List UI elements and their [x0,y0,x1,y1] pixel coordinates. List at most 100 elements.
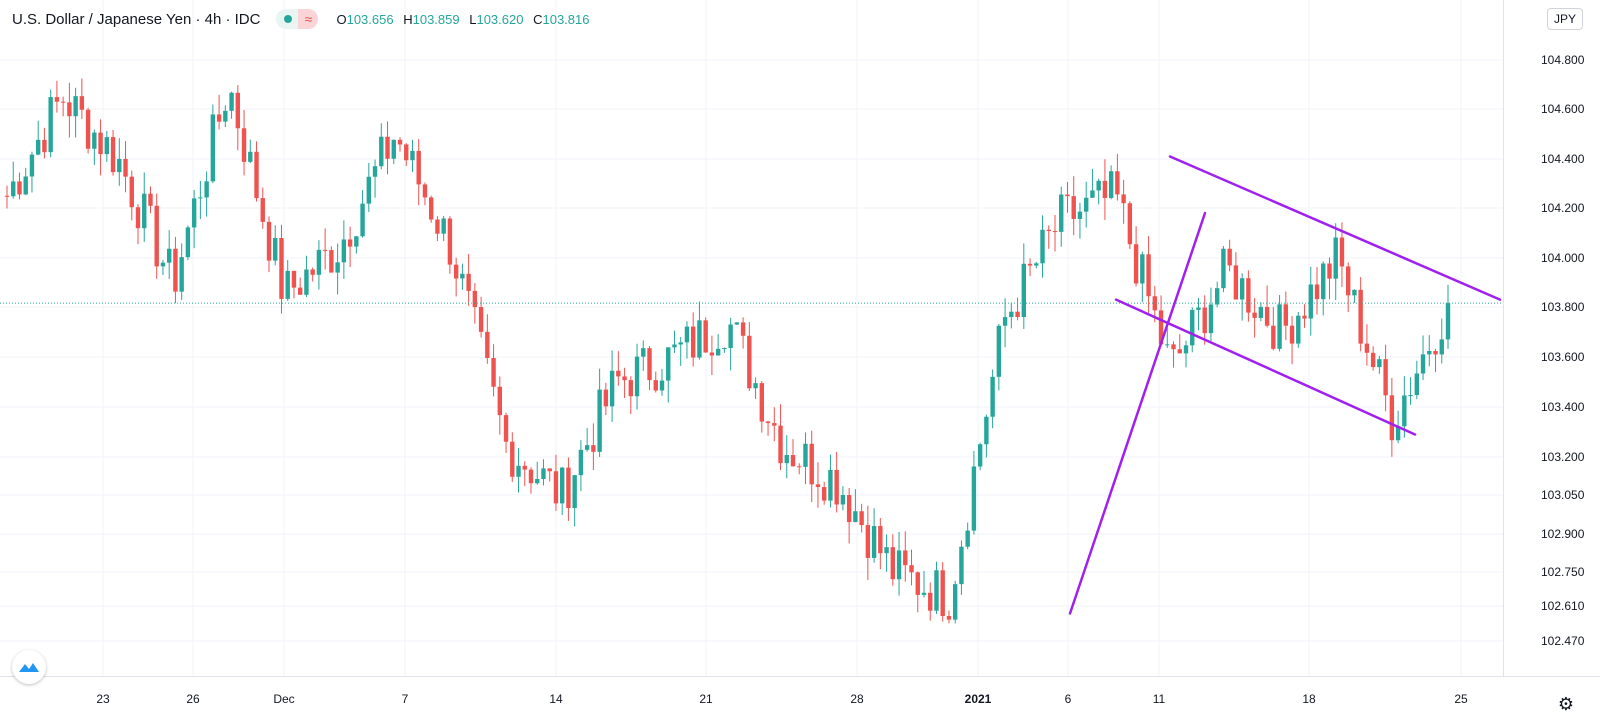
high-value: 103.859 [412,11,460,27]
candle-body [142,193,147,229]
wave-icon[interactable]: ≈ [298,9,319,29]
candle-body [223,110,228,122]
candle-body [971,466,977,531]
price-tick-label: 103.400 [1541,400,1585,414]
candle-body [566,467,571,509]
candle-body [1108,171,1114,198]
gear-icon[interactable]: ⚙ [1557,694,1575,714]
candle-body [435,219,440,234]
legend-toggle[interactable]: ≈ [276,9,319,29]
candle-body [952,584,958,620]
candle-body [1327,263,1332,279]
low-value: 103.620 [476,11,524,27]
candle-body [503,415,509,442]
flag-pole[interactable] [1068,211,1207,615]
price-tick-label: 102.900 [1541,527,1585,541]
candle-body [1158,310,1164,345]
candle-body [266,221,272,261]
candle-body [329,250,334,273]
candle-body [622,376,627,381]
candle-body [603,389,609,407]
candle-body [1196,307,1201,310]
candle-body [497,386,503,416]
candle-body [1127,203,1133,245]
candle-body [1277,304,1282,349]
candle-body [740,322,746,336]
candle-body [1339,237,1345,267]
time-tick-label: 28 [850,692,864,706]
candle-body [54,97,60,102]
candle-body [354,236,359,247]
candle-body [1264,306,1270,326]
candle-body [310,269,315,275]
candle-body [297,287,303,295]
candle-body [1383,359,1388,396]
candle-body [784,455,789,464]
candle-body [1208,304,1214,334]
candle-body [846,495,852,523]
candle-body [715,348,721,356]
open-label: O [336,11,347,27]
candle-body [1221,248,1226,289]
candle-body [1190,309,1195,346]
candle-body [697,320,702,358]
candle-body [1445,303,1451,340]
candle-body [1296,315,1301,344]
candle-body [510,441,515,477]
flag-upper-trendline[interactable] [1168,155,1502,301]
candle-body [117,158,122,173]
candle-body [1321,263,1326,300]
candle-body [491,358,496,387]
open-value: 103.656 [346,11,394,27]
candle-body [1077,211,1083,219]
candle-body [460,273,465,279]
candle-body [553,471,559,504]
candle-body [597,389,602,452]
candle-body [1121,194,1126,204]
candle-body [1177,349,1182,354]
candle-body [572,475,577,509]
candle-body [235,92,241,129]
currency-badge[interactable]: JPY [1547,8,1583,30]
symbol-legend[interactable]: U.S. Dollar / Japanese Yen · 4h · IDC ≈ … [12,8,595,30]
candle-body [884,547,889,554]
price-axis[interactable]: 104.800 104.600 104.400 104.200 104.000 103.8… [1503,0,1600,717]
candle-body [809,443,814,485]
flag-lower-trendline[interactable] [1114,298,1417,436]
candle-body [73,96,78,117]
logo-wave-icon [19,663,39,672]
candle-body [391,139,396,159]
candle-body [379,136,384,167]
candle-body [1408,395,1413,397]
candle-body [871,526,877,558]
candle-body [1152,296,1158,311]
candle-body [98,132,103,155]
time-tick-label: 14 [549,692,563,706]
candle-body [940,570,945,617]
candle-body [291,270,297,288]
candle-body [404,144,409,161]
candle-body [1333,237,1338,279]
time-tick-label: 18 [1302,692,1316,706]
candle-body [1027,263,1033,266]
candle-body [11,181,16,197]
close-value: 103.816 [542,11,590,27]
candle-body [229,92,234,111]
candle-body [1271,325,1276,349]
candle-body [759,383,765,422]
candle-body [1395,426,1401,441]
candle-body [17,181,22,195]
candle-body [1059,194,1064,232]
drawings-group[interactable] [1068,155,1502,615]
time-axis[interactable]: 23 26 Dec 7 14 21 28 2021 6 11 18 25 [0,676,1600,707]
candle-body [410,150,415,161]
low-label: L [469,11,477,27]
candle-body [322,249,328,251]
price-tick-label: 104.200 [1541,201,1585,215]
tradingview-logo-icon[interactable] [12,650,46,684]
candle-body [1171,344,1176,350]
candle-body [372,166,378,177]
